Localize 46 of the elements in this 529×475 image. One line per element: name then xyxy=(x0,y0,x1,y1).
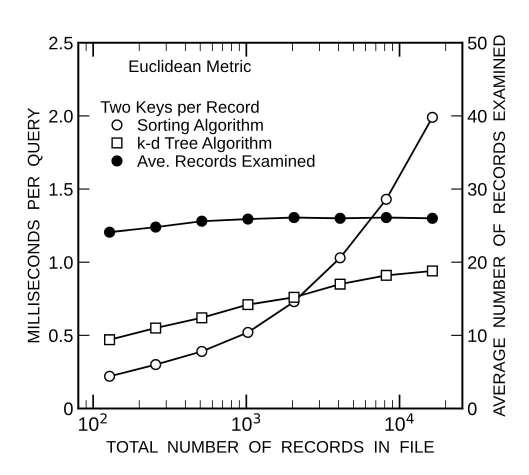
point xyxy=(380,194,392,205)
point xyxy=(242,326,254,338)
y-tick-label: 1.5 xyxy=(50,183,73,196)
point xyxy=(426,212,438,224)
legend-label: Ave. Records Examined xyxy=(137,154,314,167)
point xyxy=(288,292,300,303)
point xyxy=(150,322,162,334)
point xyxy=(150,359,162,370)
point xyxy=(104,334,116,346)
y-tick-label: 0.5 xyxy=(49,329,73,342)
point xyxy=(334,252,346,264)
point xyxy=(196,346,208,357)
point xyxy=(242,299,254,310)
point xyxy=(104,226,116,238)
point xyxy=(104,370,116,382)
y-axis-title: MILLISECONDS PER QUERY xyxy=(28,108,42,342)
y2-tick-label: 0 xyxy=(468,402,477,416)
y-tick-label: 0 xyxy=(64,402,73,416)
y2-tick-label: 30 xyxy=(468,182,487,196)
point xyxy=(196,312,208,324)
point xyxy=(288,212,300,224)
y2-tick-label: 50 xyxy=(468,36,487,50)
x-tick-label: 10$^{3}$ xyxy=(232,413,260,431)
annotation: Euclidean Metric xyxy=(130,60,251,72)
point xyxy=(426,112,438,123)
point xyxy=(334,212,346,224)
x-tick-label: 10$^{2}$ xyxy=(79,413,107,431)
point xyxy=(242,213,254,225)
point xyxy=(196,216,208,227)
x-axis-title: TOTAL NUMBER OF RECORDS IN FILE xyxy=(106,440,434,453)
point xyxy=(380,270,392,281)
y2-tick-label: 40 xyxy=(468,110,487,123)
point xyxy=(334,278,346,290)
y-tick-label: 2.0 xyxy=(49,110,73,123)
legend-label: Sorting Algorithm xyxy=(138,118,263,134)
y-tick-label: 2.5 xyxy=(49,36,73,50)
legend-label: k-d Tree Algorithm xyxy=(138,136,272,152)
point xyxy=(426,265,438,277)
point xyxy=(150,222,162,233)
x-tick-label: 10$^{4}$ xyxy=(385,413,414,431)
y2-axis-title: AVERAGE NUMBER OF RECORDS EXAMINED xyxy=(493,35,506,417)
y2-tick-label: 10 xyxy=(468,329,487,342)
legend-title: Two Keys per Record xyxy=(100,100,259,116)
point xyxy=(380,212,392,224)
y-tick-label: 1.0 xyxy=(50,256,73,269)
y2-tick-label: 20 xyxy=(468,256,487,269)
